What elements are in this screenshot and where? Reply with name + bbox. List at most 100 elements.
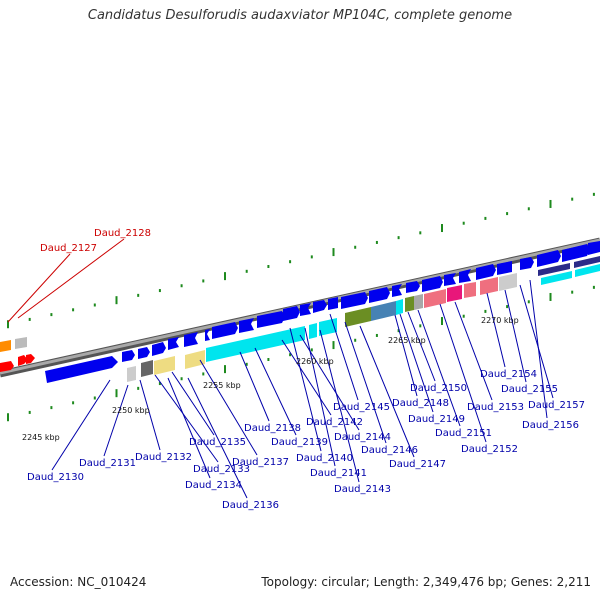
- gene-small-8[interactable]: [537, 250, 561, 267]
- leader-line: [289, 327, 322, 452]
- gene-label[interactable]: Daud_2141: [310, 468, 367, 479]
- gene-red-small[interactable]: [18, 355, 28, 366]
- gene-label-highlight[interactable]: Daud_2128: [94, 228, 151, 239]
- gene-daud-2148[interactable]: [371, 301, 396, 321]
- leader-line: [394, 314, 418, 397]
- gene-daud-2150[interactable]: [369, 287, 390, 303]
- gene-daud-2157[interactable]: [499, 273, 517, 291]
- gene-small-9[interactable]: [562, 244, 590, 262]
- scale-label: 2260 kbp: [296, 357, 334, 366]
- gene-daud-2139[interactable]: [212, 322, 238, 339]
- gene-red-small-2[interactable]: [26, 354, 35, 364]
- gene-small-3[interactable]: [406, 281, 420, 293]
- gene-label-highlight[interactable]: Daud_2127: [40, 243, 97, 254]
- gene-daud-2136[interactable]: [168, 337, 179, 350]
- gene-small-2[interactable]: [392, 284, 402, 297]
- gene-label[interactable]: Daud_2138: [244, 423, 301, 434]
- gene-small-6[interactable]: [497, 261, 512, 275]
- gene-navy-1[interactable]: [538, 263, 570, 276]
- gene-label[interactable]: Daud_2145: [333, 402, 390, 413]
- gene-daud-2145[interactable]: [328, 297, 338, 310]
- gene-label[interactable]: Daud_2151: [435, 428, 492, 439]
- leader-line: [167, 377, 211, 479]
- gene-daud-2142[interactable]: [283, 306, 300, 321]
- leader-line: [407, 311, 436, 382]
- gene-red[interactable]: [0, 361, 14, 372]
- accession-text: Accession: NC_010424: [10, 575, 147, 589]
- gene-daud-2137[interactable]: [184, 332, 198, 347]
- leader-line: [417, 309, 461, 427]
- gene-daud-2133[interactable]: [138, 347, 150, 359]
- gene-small-7[interactable]: [520, 257, 534, 270]
- gene-label[interactable]: Daud_2144: [334, 432, 391, 443]
- gene-daud-2144[interactable]: [313, 300, 327, 313]
- gene-daud-2149[interactable]: [396, 299, 403, 315]
- scale-label: 2245 kbp: [22, 433, 60, 442]
- gene-label[interactable]: Daud_2148: [392, 398, 449, 409]
- leader-line: [281, 339, 332, 416]
- gene-label[interactable]: Daud_2154: [480, 369, 537, 380]
- gene-daud-2147[interactable]: [345, 307, 371, 327]
- gene-daud-2143[interactable]: [300, 303, 311, 316]
- gene-label[interactable]: Daud_2153: [467, 402, 524, 413]
- leader-line: [187, 377, 248, 499]
- gene-label[interactable]: Daud_2136: [222, 500, 279, 511]
- gene-label[interactable]: Daud_2131: [79, 458, 136, 469]
- gene-daud-2146[interactable]: [341, 292, 368, 309]
- scale-label: 2265 kbp: [388, 336, 426, 345]
- gene-label[interactable]: Daud_2149: [408, 414, 465, 425]
- gene-label[interactable]: Daud_2143: [334, 484, 391, 495]
- gene-label[interactable]: Daud_2142: [306, 417, 363, 428]
- gene-label[interactable]: Daud_2147: [389, 459, 446, 470]
- gene-daud-2140[interactable]: [239, 318, 254, 333]
- gene-grey-2131[interactable]: [127, 366, 136, 382]
- gene-daud-2155[interactable]: [464, 282, 476, 298]
- gene-label[interactable]: Daud_2150: [410, 383, 467, 394]
- gene-label[interactable]: Daud_2156: [522, 420, 579, 431]
- gene-label[interactable]: Daud_2135: [189, 437, 246, 448]
- gene-label[interactable]: Daud_2137: [232, 457, 289, 468]
- gene-daud-2134[interactable]: [152, 342, 166, 356]
- gene-label[interactable]: Daud_2139: [271, 437, 328, 448]
- gene-label[interactable]: Daud_2157: [528, 400, 585, 411]
- gene-rrna-16s[interactable]: [206, 326, 305, 362]
- gene-cyan-right-2[interactable]: [575, 264, 600, 277]
- gene-daud-2131[interactable]: [122, 350, 135, 362]
- gene-label[interactable]: Daud_2133: [193, 464, 250, 475]
- gene-daud-2141[interactable]: [257, 311, 285, 328]
- gene-trna-2[interactable]: [480, 277, 498, 295]
- gene-label[interactable]: Daud_2134: [185, 480, 242, 491]
- leader-line: [103, 384, 129, 457]
- gene-label[interactable]: Daud_2140: [296, 453, 353, 464]
- gene-daud-2132[interactable]: [141, 360, 153, 377]
- leader-line: [154, 374, 219, 463]
- gene-daud-2138[interactable]: [185, 350, 205, 369]
- gene-small-4[interactable]: [444, 273, 456, 286]
- gene-daud-2154[interactable]: [447, 285, 462, 302]
- label-leader-lines: [7, 238, 554, 499]
- gene-cyan-right-1[interactable]: [541, 271, 572, 285]
- gene-label[interactable]: Daud_2155: [501, 384, 558, 395]
- gene-small-10[interactable]: [588, 241, 600, 255]
- gene-small-1[interactable]: [205, 329, 210, 341]
- gene-daud-2156[interactable]: [476, 264, 496, 280]
- leader-line: [329, 313, 359, 401]
- gene-small-5[interactable]: [459, 269, 471, 283]
- gene-daud-2153[interactable]: [422, 276, 443, 292]
- gene-rrna-5s[interactable]: [309, 323, 317, 339]
- gene-daud-2152[interactable]: [424, 289, 446, 308]
- gene-label[interactable]: Daud_2152: [461, 444, 518, 455]
- leader-line: [299, 334, 360, 431]
- gene-label[interactable]: Daud_2146: [361, 445, 418, 456]
- gene-label[interactable]: Daud_2130: [27, 472, 84, 483]
- gene-navy-2[interactable]: [574, 256, 600, 268]
- gene-label[interactable]: Daud_2132: [135, 452, 192, 463]
- gene-grey[interactable]: [15, 337, 27, 349]
- gene-orange[interactable]: [0, 340, 11, 352]
- gene-daud-2130[interactable]: [45, 356, 118, 383]
- gene-daud-2151[interactable]: [405, 296, 414, 312]
- gene-grey-2[interactable]: [414, 294, 423, 310]
- gene-daud-2135[interactable]: [154, 356, 175, 375]
- genome-summary: Topology: circular; Length: 2,349,476 bp…: [261, 575, 591, 589]
